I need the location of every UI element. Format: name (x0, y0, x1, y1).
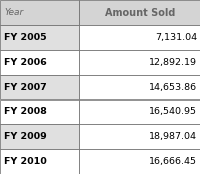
Bar (79, 75, 200, 100)
Text: 7,131.04: 7,131.04 (154, 33, 196, 42)
Text: FY 2005: FY 2005 (4, 33, 46, 42)
Bar (79, 124, 200, 149)
Bar (79, 25, 200, 50)
Bar (0, 124, 79, 149)
Bar (79, 0, 200, 25)
Bar (0, 100, 79, 124)
Bar (79, 100, 200, 124)
Text: FY 2009: FY 2009 (4, 132, 47, 141)
Bar (0, 0, 79, 25)
Bar (0, 25, 79, 50)
Text: 18,987.04: 18,987.04 (148, 132, 196, 141)
Text: FY 2006: FY 2006 (4, 58, 47, 67)
Text: FY 2007: FY 2007 (4, 83, 47, 92)
Text: Year: Year (4, 8, 23, 17)
Text: 14,653.86: 14,653.86 (148, 83, 196, 92)
Text: 12,892.19: 12,892.19 (148, 58, 196, 67)
Text: 16,540.95: 16,540.95 (148, 107, 196, 116)
Text: Amount Sold: Amount Sold (104, 7, 175, 18)
Text: FY 2010: FY 2010 (4, 157, 47, 166)
Text: FY 2008: FY 2008 (4, 107, 47, 116)
Bar (0, 149, 79, 174)
Bar (79, 50, 200, 75)
Bar (0, 50, 79, 75)
Bar (79, 149, 200, 174)
Bar (0, 75, 79, 100)
Text: 16,666.45: 16,666.45 (148, 157, 196, 166)
